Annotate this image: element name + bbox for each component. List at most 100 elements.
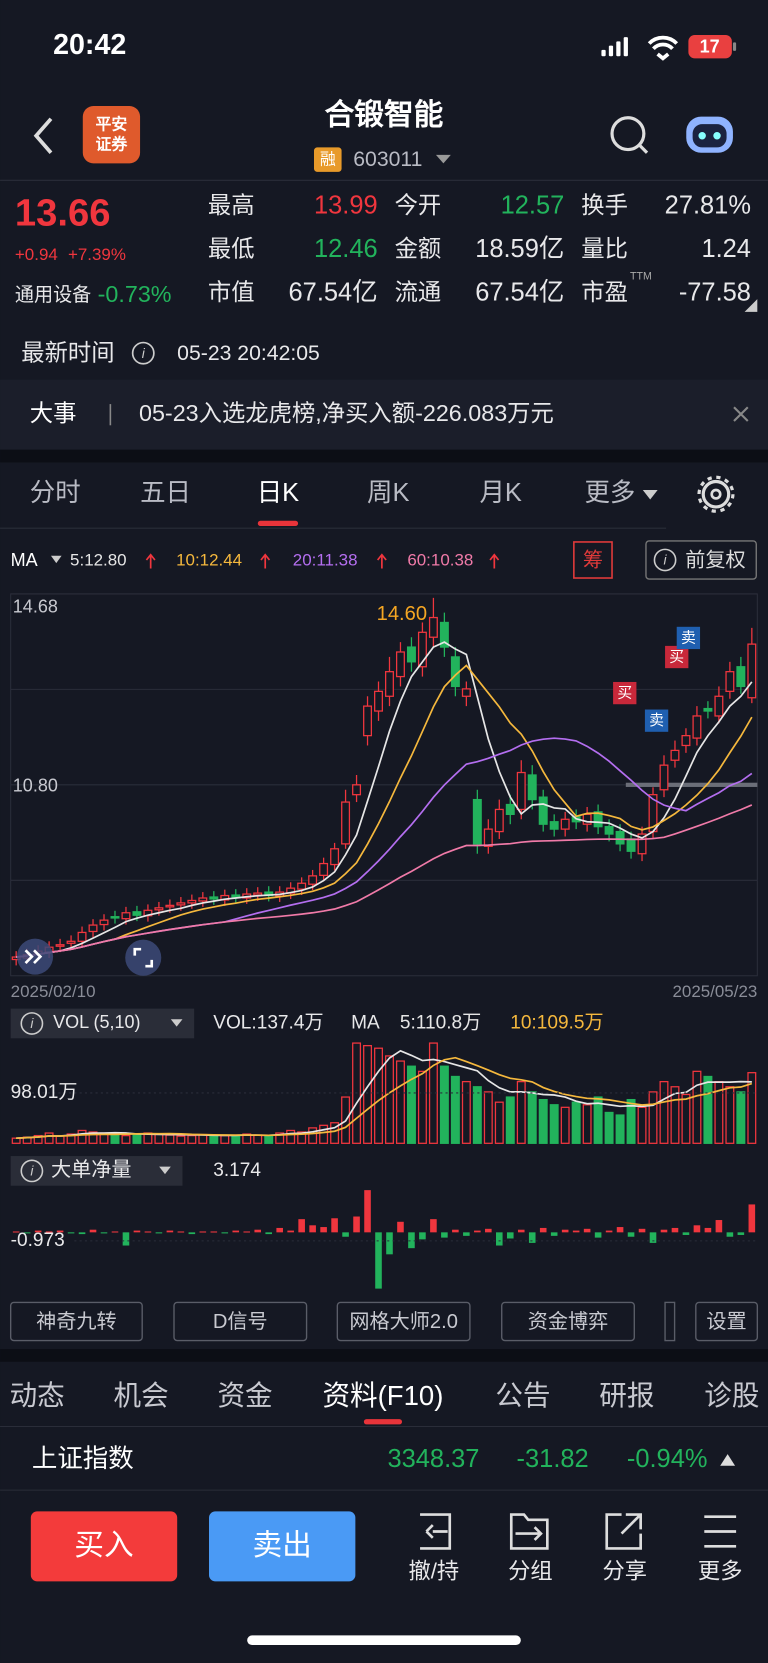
stat-value: 12.57 [501, 192, 565, 220]
sector-change: -0.73% [98, 281, 172, 307]
net-flow-bar [671, 1227, 679, 1233]
period-tab[interactable]: 周K [367, 479, 409, 507]
net-flow-bar [726, 1232, 734, 1237]
candle-body [121, 912, 131, 920]
assistant-button[interactable] [686, 116, 733, 153]
expand-corner[interactable] [744, 299, 758, 312]
stock-code: 603011 [353, 148, 422, 171]
volume-bar [538, 1098, 548, 1144]
candle-body [363, 705, 373, 737]
broker-logo [82, 106, 141, 164]
volume-bar [11, 1137, 21, 1144]
last-price: 13.66 [15, 191, 111, 234]
candle-body [341, 801, 351, 845]
event-text: 05-23入选龙虎榜,净买入额-226.083万元 [139, 400, 554, 426]
period-tab[interactable]: 日K [257, 479, 299, 507]
chip-button[interactable] [573, 541, 613, 579]
ma-legend-value: 10:12.44 [176, 551, 242, 570]
action-label[interactable]: 分组 [508, 1559, 553, 1584]
volume-bar [44, 1132, 54, 1144]
up-arrow [376, 553, 387, 569]
info-icon[interactable]: i [131, 341, 155, 365]
tab-indicator [257, 520, 299, 527]
stat-value: 12.46 [314, 235, 378, 263]
sell-button[interactable] [209, 1511, 356, 1582]
net-flow-bar [89, 1229, 97, 1233]
tool-buttons: 神奇九转 D信号 网格大师2.0 资金博弈 设置 [9, 1301, 759, 1342]
tool-button[interactable] [173, 1301, 308, 1342]
info-tab[interactable]: 动态 [10, 1380, 65, 1411]
indicator-selector[interactable] [10, 1008, 195, 1039]
volume-bar [406, 1065, 416, 1144]
tab-indicator [363, 1419, 403, 1425]
index-name[interactable]: 上证指数 [32, 1445, 134, 1473]
tool-button[interactable] [9, 1301, 143, 1342]
event-bar[interactable] [0, 379, 768, 450]
adjust-button[interactable] [645, 540, 757, 580]
tool-button[interactable] [501, 1301, 635, 1342]
volume-bar [110, 1133, 120, 1144]
y-tick-label: 14.68 [13, 596, 58, 616]
action-label[interactable]: 分享 [602, 1559, 647, 1584]
volume-bar [165, 1134, 175, 1144]
candle-body [428, 616, 438, 638]
expand-icon[interactable] [720, 1454, 736, 1466]
buy-button[interactable] [30, 1511, 178, 1582]
net-flow-bar [419, 1232, 426, 1240]
ma-label[interactable]: MA [11, 550, 38, 570]
kline-chart: 14.68 10.80 14.60 [10, 593, 758, 966]
net-flow-bar [375, 1232, 382, 1289]
volume-bar [527, 1091, 537, 1144]
back-button[interactable] [33, 117, 53, 154]
action-label[interactable]: 撤/持 [408, 1559, 459, 1584]
net-flow-bar [243, 1231, 251, 1233]
signal-sell: 卖 [649, 712, 664, 729]
tool-button[interactable] [336, 1301, 471, 1342]
net-flow-bar [539, 1227, 547, 1233]
net-flow-bar [704, 1227, 712, 1233]
spacer [0, 1349, 768, 1362]
settings-button[interactable] [697, 475, 735, 513]
tool-button[interactable] [695, 1301, 759, 1342]
period-tab[interactable]: 更多 [584, 479, 635, 507]
net-flow-bar [616, 1227, 624, 1233]
tool-button-partial[interactable] [664, 1301, 676, 1342]
dropdown-icon [170, 1019, 183, 1027]
net-flow-bar [682, 1232, 690, 1235]
candle-body [659, 764, 669, 791]
volume-ma-value: 5:110.8万 [400, 1013, 481, 1034]
candle-body [703, 707, 713, 712]
period-tab[interactable]: 分时 [30, 479, 81, 507]
candle-body [176, 902, 186, 906]
net-flow-bar [276, 1227, 283, 1233]
info-tab[interactable]: 公告 [495, 1380, 550, 1411]
info-tab[interactable]: 资金 [217, 1380, 272, 1411]
info-tab[interactable]: 机会 [114, 1380, 169, 1411]
info-tab[interactable]: 资料(F10) [322, 1380, 443, 1411]
net-flow-bar [748, 1204, 756, 1233]
expand-button[interactable] [17, 938, 54, 975]
buy-button-text: 买入 [74, 1529, 133, 1562]
info-tab[interactable]: 研报 [599, 1380, 654, 1411]
candle-body [209, 896, 219, 900]
fullscreen-button[interactable] [125, 939, 162, 976]
volume-bar [385, 1055, 394, 1144]
chip-button-text: 筹 [583, 548, 603, 571]
indicator-selector[interactable] [10, 1156, 183, 1186]
period-tab[interactable]: 月K [479, 479, 521, 507]
period-tab[interactable]: 五日 [140, 479, 191, 507]
net-flow-bar [474, 1230, 481, 1233]
info-tab[interactable]: 诊股 [704, 1380, 759, 1411]
volume-bar [242, 1133, 252, 1144]
action-label[interactable]: 更多 [698, 1559, 743, 1584]
margin-badge-text: 融 [320, 150, 336, 168]
volume-bar [472, 1086, 482, 1144]
net-flow-bar [353, 1216, 360, 1233]
search-button[interactable] [610, 116, 649, 154]
volume-bar [483, 1091, 493, 1144]
close-button[interactable] [733, 406, 749, 422]
volume-bar [154, 1133, 164, 1144]
